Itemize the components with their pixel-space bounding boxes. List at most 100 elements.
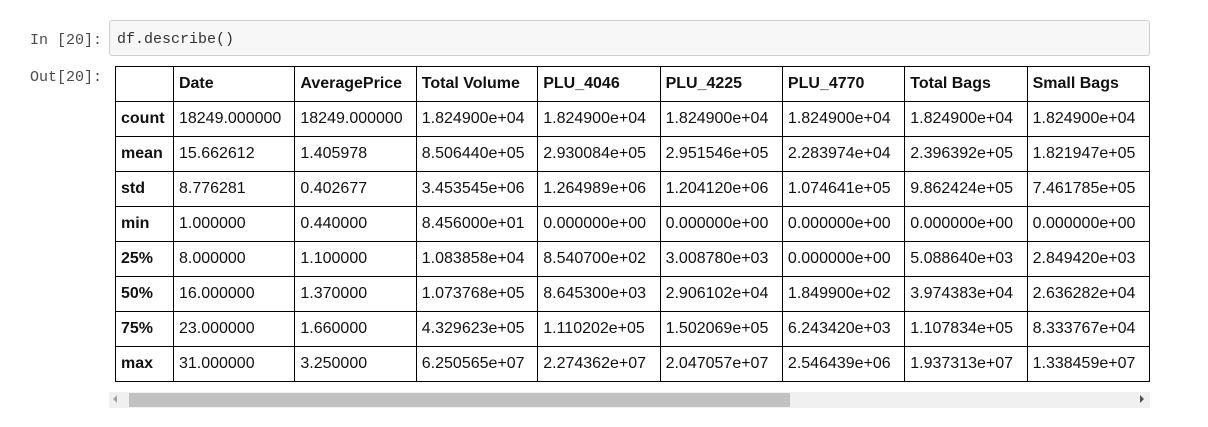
code-input-cell[interactable]: df.describe() bbox=[109, 20, 1150, 56]
table-cell: 1.824900e+04 bbox=[1026, 101, 1150, 137]
table-cell: 0.000000e+00 bbox=[659, 206, 783, 242]
table-cell: 2.849420e+03 bbox=[1026, 241, 1150, 277]
table-cell: 1.937313e+07 bbox=[904, 346, 1028, 382]
column-header-cell: Total Bags bbox=[904, 66, 1028, 102]
table-cell: 8.540700e+02 bbox=[537, 241, 661, 277]
table-cell: 1.824900e+04 bbox=[781, 101, 906, 137]
output-prompt: Out[20]: bbox=[29, 69, 102, 86]
table-cell: 6.250565e+07 bbox=[415, 346, 539, 382]
table-cell: 8.506440e+05 bbox=[415, 136, 539, 172]
table-cell: 2.906102e+04 bbox=[659, 276, 783, 312]
table-cell: 8.456000e+01 bbox=[415, 206, 539, 242]
column-header-cell: PLU_4770 bbox=[781, 66, 906, 102]
table-cell: 1.338459e+07 bbox=[1026, 346, 1150, 382]
table-cell: 1.107834e+05 bbox=[904, 311, 1028, 347]
table-cell: 9.862424e+05 bbox=[904, 171, 1028, 207]
table-cell: 2.047057e+07 bbox=[659, 346, 783, 382]
table-cell: 1.405978 bbox=[294, 136, 417, 172]
table-cell: 1.100000 bbox=[294, 241, 417, 277]
table-cell: 1.074641e+05 bbox=[781, 171, 906, 207]
column-header-cell: Small Bags bbox=[1026, 66, 1150, 102]
table-cell: 1.824900e+04 bbox=[659, 101, 783, 137]
table-cell: 8.645300e+03 bbox=[537, 276, 661, 312]
table-cell: 0.402677 bbox=[294, 171, 417, 207]
table-cell: 7.461785e+05 bbox=[1026, 171, 1150, 207]
row-label-cell: max bbox=[115, 346, 174, 382]
column-header-cell: PLU_4225 bbox=[659, 66, 783, 102]
table-cell: 1.502069e+05 bbox=[659, 311, 783, 347]
describe-table: Date AveragePrice Total Volume PLU_4046 PLU_… bbox=[115, 66, 1150, 382]
table-cell: 0.440000 bbox=[294, 206, 417, 242]
table-cell: 8.333767e+04 bbox=[1026, 311, 1150, 347]
table-cell: 2.283974e+04 bbox=[781, 136, 906, 172]
column-header-cell: PLU_4046 bbox=[537, 66, 661, 102]
table-cell: 3.453545e+06 bbox=[415, 171, 539, 207]
table-cell: 1.824900e+04 bbox=[904, 101, 1028, 137]
table-header-row: Date AveragePrice Total Volume PLU_4046 PLU_… bbox=[115, 66, 1150, 102]
table-row: 25% 8.000000 1.100000 1.083858e+04 8.540700e… bbox=[115, 241, 1150, 277]
table-row: 50% 16.000000 1.370000 1.073768e+05 8.645300… bbox=[115, 276, 1150, 312]
table-cell: 15.662612 bbox=[172, 136, 296, 172]
row-label-cell: min bbox=[115, 206, 174, 242]
scroll-right-arrow-icon[interactable] bbox=[1140, 395, 1144, 403]
table-cell: 8.776281 bbox=[172, 171, 296, 207]
output-area: Date AveragePrice Total Volume PLU_4046 PLU_… bbox=[115, 66, 1150, 393]
table-cell: 2.396392e+05 bbox=[904, 136, 1028, 172]
table-cell: 2.546439e+06 bbox=[781, 346, 906, 382]
table-cell: 0.000000e+00 bbox=[781, 241, 906, 277]
table-cell: 1.000000 bbox=[172, 206, 296, 242]
scroll-left-arrow-icon[interactable] bbox=[113, 395, 117, 403]
table-cell: 1.204120e+06 bbox=[659, 171, 783, 207]
table-cell: 0.000000e+00 bbox=[781, 206, 906, 242]
table-cell: 1.660000 bbox=[294, 311, 417, 347]
table-body: count 18249.000000 18249.000000 1.824900e+0… bbox=[115, 101, 1150, 382]
table-cell: 1.824900e+04 bbox=[415, 101, 539, 137]
table-cell: 23.000000 bbox=[172, 311, 296, 347]
table-cell: 16.000000 bbox=[172, 276, 296, 312]
table-cell: 1.083858e+04 bbox=[415, 241, 539, 277]
index-header-cell bbox=[115, 66, 174, 102]
row-label-cell: mean bbox=[115, 136, 174, 172]
table-cell: 1.849900e+02 bbox=[781, 276, 906, 312]
table-cell: 3.250000 bbox=[294, 346, 417, 382]
table-cell: 4.329623e+05 bbox=[415, 311, 539, 347]
table-cell: 1.073768e+05 bbox=[415, 276, 539, 312]
table-cell: 0.000000e+00 bbox=[1026, 206, 1150, 242]
table-cell: 5.088640e+03 bbox=[904, 241, 1028, 277]
table-cell: 3.974383e+04 bbox=[904, 276, 1028, 312]
code-text: df.describe() bbox=[117, 31, 235, 48]
row-label-cell: 50% bbox=[115, 276, 174, 312]
table-row: count 18249.000000 18249.000000 1.824900e+0… bbox=[115, 101, 1150, 137]
table-row: 75% 23.000000 1.660000 4.329623e+05 1.110202… bbox=[115, 311, 1150, 347]
table-cell: 2.930084e+05 bbox=[537, 136, 661, 172]
table-row: max 31.000000 3.250000 6.250565e+07 2.274362… bbox=[115, 346, 1150, 382]
scroll-thumb[interactable] bbox=[129, 393, 790, 407]
table-cell: 18249.000000 bbox=[294, 101, 417, 137]
row-label-cell: 25% bbox=[115, 241, 174, 277]
row-label-cell: std bbox=[115, 171, 174, 207]
column-header-cell: Total Volume bbox=[415, 66, 539, 102]
table-cell: 1.370000 bbox=[294, 276, 417, 312]
table-cell: 0.000000e+00 bbox=[537, 206, 661, 242]
column-header-cell: Date bbox=[172, 66, 296, 102]
table-cell: 2.274362e+07 bbox=[537, 346, 661, 382]
table-cell: 1.110202e+05 bbox=[537, 311, 661, 347]
table-cell: 6.243420e+03 bbox=[781, 311, 906, 347]
table-cell: 2.636282e+04 bbox=[1026, 276, 1150, 312]
table-cell: 2.951546e+05 bbox=[659, 136, 783, 172]
row-label-cell: 75% bbox=[115, 311, 174, 347]
table-cell: 1.821947e+05 bbox=[1026, 136, 1150, 172]
input-prompt: In [20]: bbox=[29, 32, 102, 49]
table-cell: 1.824900e+04 bbox=[537, 101, 661, 137]
table-cell: 1.264989e+06 bbox=[537, 171, 661, 207]
table-row: mean 15.662612 1.405978 8.506440e+05 2.93008… bbox=[115, 136, 1150, 172]
horizontal-scrollbar[interactable] bbox=[109, 392, 1150, 408]
table-cell: 3.008780e+03 bbox=[659, 241, 783, 277]
table-row: std 8.776281 0.402677 3.453545e+06 1.264989e… bbox=[115, 171, 1150, 207]
table-row: min 1.000000 0.440000 8.456000e+01 0.000000e… bbox=[115, 206, 1150, 242]
row-label-cell: count bbox=[115, 101, 174, 137]
table-cell: 0.000000e+00 bbox=[904, 206, 1028, 242]
table-cell: 18249.000000 bbox=[172, 101, 296, 137]
column-header-cell: AveragePrice bbox=[294, 66, 417, 102]
table-cell: 31.000000 bbox=[172, 346, 296, 382]
